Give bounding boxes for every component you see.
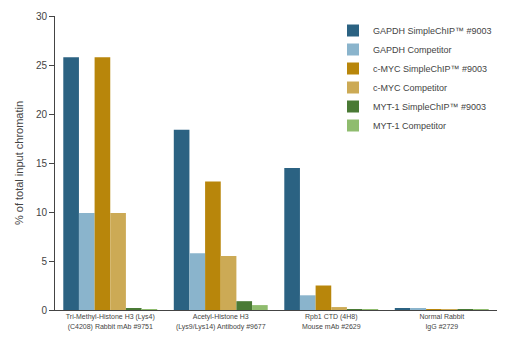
svg-text:10: 10: [36, 207, 48, 218]
svg-text:MYT-1 SimpleChIP™ #9003: MYT-1 SimpleChIP™ #9003: [373, 102, 486, 112]
svg-text:% of total input chromatin: % of total input chromatin: [13, 101, 25, 225]
svg-text:GAPDH SimpleChIP™ #9003: GAPDH SimpleChIP™ #9003: [373, 26, 492, 36]
svg-text:c-MYC Competitor: c-MYC Competitor: [373, 83, 447, 93]
svg-text:Rpb1 CTD (4H8)Mouse mAb #2629: Rpb1 CTD (4H8)Mouse mAb #2629: [302, 313, 361, 329]
svg-text:0: 0: [41, 305, 47, 316]
svg-text:5: 5: [41, 256, 47, 267]
svg-text:Acetyl-Histone H3(Lys9/Lys14): Acetyl-Histone H3(Lys9/Lys14) Antibody #…: [176, 313, 266, 330]
svg-text:GAPDH Competitor: GAPDH Competitor: [373, 45, 452, 55]
svg-text:20: 20: [36, 109, 48, 120]
svg-text:Normal RabbitIgG #2729: Normal RabbitIgG #2729: [419, 313, 464, 330]
svg-text:c-MYC SimpleChIP™ #9003: c-MYC SimpleChIP™ #9003: [373, 64, 487, 74]
svg-text:Tri-Methyl-Histone H3 (Lys4)(C: Tri-Methyl-Histone H3 (Lys4)(C4208) Rabb…: [66, 313, 155, 330]
svg-text:15: 15: [36, 158, 48, 169]
svg-text:MYT-1 Competitor: MYT-1 Competitor: [373, 121, 446, 131]
svg-text:25: 25: [36, 60, 48, 71]
svg-text:30: 30: [36, 11, 48, 22]
